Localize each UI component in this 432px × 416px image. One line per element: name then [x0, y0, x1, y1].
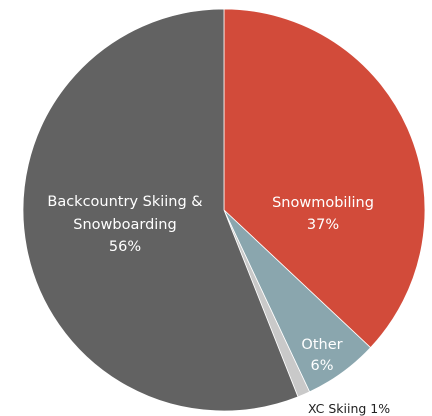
label-snowmobiling-name: Snowmobiling [272, 195, 374, 211]
label-backcountry-line1: Backcountry Skiing & [47, 194, 202, 210]
pie-slice-backcountry-skiing-snowboarding [22, 8, 299, 412]
pie-slices [22, 8, 426, 412]
label-backcountry-pct: 56% [109, 239, 141, 255]
pie-slice-snowmobiling [223, 8, 426, 349]
label-other-name: Other [301, 337, 342, 353]
label-snowmobiling-pct: 37% [307, 217, 339, 233]
label-backcountry-line2: Snowboarding [73, 217, 176, 233]
label-other-pct: 6% [310, 358, 333, 374]
label-xc-skiing: XC Skiing 1% [308, 401, 390, 416]
